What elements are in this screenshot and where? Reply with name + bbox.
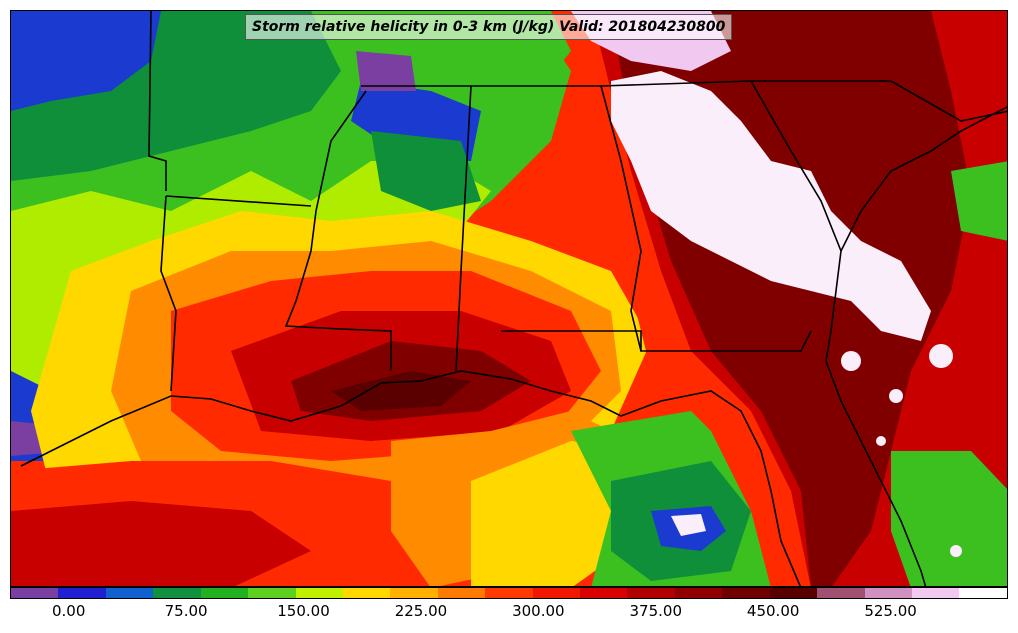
- boundary-ok-ar: [165, 195, 312, 207]
- colorbar-tick-labels: 0.00 75.00 150.00 225.00 300.00 375.00 450.00 5…: [0, 602, 1018, 624]
- boundary-ok-tx: [148, 11, 167, 191]
- field-deepmaroon-central: [331, 371, 471, 411]
- colorbar-segment: [105, 588, 154, 598]
- colorbar-segment: [58, 588, 106, 598]
- colorbar-segment: [580, 588, 628, 598]
- boundary-ga-sc: [750, 80, 842, 332]
- field-white-cell-3: [929, 344, 953, 368]
- colorbar-segment: [153, 588, 201, 598]
- boundary-al-ga: [600, 85, 642, 352]
- colorbar-segment: [912, 588, 960, 598]
- colorbar-segment: [674, 588, 723, 598]
- map-panel: [10, 10, 1008, 587]
- colorbar-segment: [390, 588, 438, 598]
- colorbar-segment: [532, 588, 581, 598]
- boundary-ms-al: [455, 85, 472, 372]
- field-green-east-edge: [951, 161, 1007, 241]
- colorbar-segment: [485, 588, 533, 598]
- map-title: Storm relative helicity in 0-3 km (J/kg)…: [245, 14, 733, 40]
- boundaries: [20, 11, 1007, 586]
- field-darkgreen-central: [371, 131, 481, 211]
- boundary-sc-nc: [751, 80, 1007, 122]
- coastline-atlantic: [825, 330, 927, 586]
- field-blue-northwest: [11, 11, 161, 111]
- colorbar-segment: [248, 588, 296, 598]
- colorbar-tick-label: 225.00: [394, 602, 448, 620]
- colorbar-segment: [342, 588, 391, 598]
- colorbar-tick-label: 0.00: [52, 602, 86, 620]
- field-white-cell-5: [950, 545, 962, 557]
- boundary-ar-la: [160, 195, 177, 392]
- field-darkred-south-gulf: [11, 501, 311, 586]
- colorbar-segment: [959, 588, 1007, 598]
- field-white-cell-1: [841, 351, 861, 371]
- colorbar-tick-label: 450.00: [746, 602, 800, 620]
- colorbar-segment: [295, 588, 343, 598]
- colorbar-segment: [769, 588, 818, 598]
- colorbar-tick-label: 525.00: [864, 602, 917, 620]
- field-white-east: [611, 71, 931, 341]
- colorbar-segment: [11, 588, 59, 598]
- helicity-map: [11, 11, 1007, 586]
- boundary-ga-fl: [501, 330, 812, 352]
- field-white-cell-4: [876, 436, 886, 446]
- coastline-texas: [20, 370, 802, 586]
- colorbar-tick-label: 150.00: [277, 602, 330, 620]
- boundary-mississippi-river: [284, 90, 392, 371]
- coastline-southeast: [840, 106, 1007, 252]
- colorbar-segment: [817, 588, 865, 598]
- colorbar-segment: [722, 588, 770, 598]
- boundary-tn: [471, 80, 752, 87]
- colorbar-segment: [864, 588, 913, 598]
- colorbar-tick-label: 375.00: [629, 602, 683, 620]
- colorbar: [10, 587, 1008, 599]
- colorbar-tick-label: 75.00: [164, 602, 208, 620]
- field-layers: [11, 11, 1007, 586]
- colorbar-segment: [200, 588, 249, 598]
- colorbar-segment: [627, 588, 675, 598]
- field-purple-nw: [356, 51, 416, 91]
- field-white-gulf: [671, 514, 706, 536]
- colorbar-segment: [437, 588, 486, 598]
- field-white-cell-2: [889, 389, 903, 403]
- field-green-southeast: [891, 451, 1007, 586]
- colorbar-tick-label: 300.00: [512, 602, 565, 620]
